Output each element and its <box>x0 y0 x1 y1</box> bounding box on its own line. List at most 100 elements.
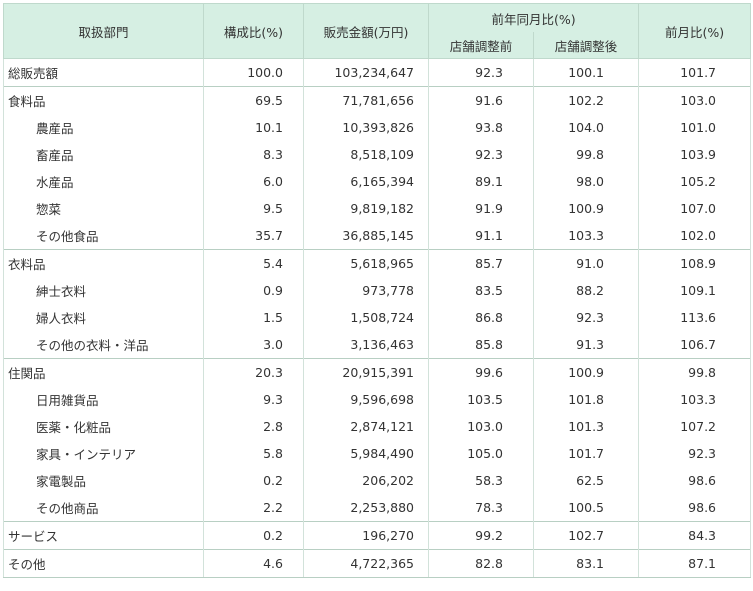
yoy-before-cell: 99.6 <box>428 358 534 386</box>
header-sales: 販売金額(万円) <box>303 3 429 59</box>
row-label: 医薬・化粧品 <box>3 413 204 440</box>
yoy-before-cell: 78.3 <box>428 494 534 522</box>
sales-cell: 71,781,656 <box>303 86 429 114</box>
row-label: 畜産品 <box>3 141 204 168</box>
table-row: 衣料品 5.4 5,618,965 85.7 91.0 108.9 <box>3 249 752 277</box>
yoy-after-cell: 99.8 <box>532 141 640 168</box>
mom-cell: 98.6 <box>638 467 752 494</box>
mom-cell: 107.0 <box>638 195 752 222</box>
share-cell: 2.8 <box>203 413 304 440</box>
sales-cell: 2,874,121 <box>303 413 429 440</box>
sales-cell: 206,202 <box>303 467 429 494</box>
table-row: サービス 0.2 196,270 99.2 102.7 84.3 <box>3 521 752 550</box>
yoy-before-cell: 103.0 <box>428 413 534 440</box>
sales-table: 取扱部門 構成比(%) 販売金額(万円) 前年同月比(%) 前月比(%) 店舗調… <box>3 3 752 578</box>
table-row: 総販売額 100.0 103,234,647 92.3 100.1 101.7 <box>3 58 752 87</box>
table-row: 家電製品 0.2 206,202 58.3 62.5 98.6 <box>3 467 752 494</box>
yoy-before-cell: 99.2 <box>428 521 534 550</box>
sales-cell: 5,618,965 <box>303 249 429 277</box>
share-cell: 2.2 <box>203 494 304 522</box>
share-cell: 20.3 <box>203 358 304 386</box>
mom-cell: 103.3 <box>638 386 752 413</box>
table-row: 紳士衣料 0.9 973,778 83.5 88.2 109.1 <box>3 277 752 304</box>
row-label: その他の衣料・洋品 <box>3 331 204 359</box>
yoy-before-cell: 83.5 <box>428 277 534 304</box>
yoy-before-cell: 86.8 <box>428 304 534 331</box>
yoy-before-cell: 91.1 <box>428 222 534 250</box>
table-row: 食料品 69.5 71,781,656 91.6 102.2 103.0 <box>3 86 752 114</box>
share-cell: 35.7 <box>203 222 304 250</box>
yoy-after-cell: 83.1 <box>532 549 640 578</box>
sales-cell: 103,234,647 <box>303 58 429 87</box>
share-cell: 3.0 <box>203 331 304 359</box>
mom-cell: 105.2 <box>638 168 752 195</box>
mom-cell: 101.7 <box>638 58 752 87</box>
yoy-after-cell: 91.3 <box>532 331 640 359</box>
table-row: その他の衣料・洋品 3.0 3,136,463 85.8 91.3 106.7 <box>3 331 752 359</box>
share-cell: 5.8 <box>203 440 304 467</box>
header-dept: 取扱部門 <box>3 3 204 59</box>
yoy-after-cell: 102.2 <box>532 86 640 114</box>
share-cell: 10.1 <box>203 114 304 141</box>
table-row: 水産品 6.0 6,165,394 89.1 98.0 105.2 <box>3 168 752 195</box>
sales-cell: 4,722,365 <box>303 549 429 578</box>
yoy-before-cell: 89.1 <box>428 168 534 195</box>
mom-cell: 108.9 <box>638 249 752 277</box>
table-row: その他商品 2.2 2,253,880 78.3 100.5 98.6 <box>3 494 752 522</box>
yoy-after-cell: 103.3 <box>532 222 640 250</box>
row-label: その他商品 <box>3 494 204 522</box>
sales-cell: 5,984,490 <box>303 440 429 467</box>
yoy-before-cell: 82.8 <box>428 549 534 578</box>
sales-cell: 6,165,394 <box>303 168 429 195</box>
table-row: 医薬・化粧品 2.8 2,874,121 103.0 101.3 107.2 <box>3 413 752 440</box>
share-cell: 100.0 <box>203 58 304 87</box>
yoy-after-cell: 104.0 <box>532 114 640 141</box>
sales-cell: 10,393,826 <box>303 114 429 141</box>
row-label: 水産品 <box>3 168 204 195</box>
mom-cell: 101.0 <box>638 114 752 141</box>
yoy-after-cell: 102.7 <box>532 521 640 550</box>
yoy-after-cell: 101.3 <box>532 413 640 440</box>
mom-cell: 84.3 <box>638 521 752 550</box>
share-cell: 0.2 <box>203 521 304 550</box>
header-mom: 前月比(%) <box>638 3 752 59</box>
yoy-before-cell: 91.6 <box>428 86 534 114</box>
sales-cell: 9,819,182 <box>303 195 429 222</box>
header-yoy-before: 店舗調整前 <box>428 32 534 59</box>
share-cell: 1.5 <box>203 304 304 331</box>
yoy-before-cell: 103.5 <box>428 386 534 413</box>
table-row: 農産品 10.1 10,393,826 93.8 104.0 101.0 <box>3 114 752 141</box>
row-label: 農産品 <box>3 114 204 141</box>
mom-cell: 92.3 <box>638 440 752 467</box>
mom-cell: 113.6 <box>638 304 752 331</box>
mom-cell: 103.9 <box>638 141 752 168</box>
table-row: 住関品 20.3 20,915,391 99.6 100.9 99.8 <box>3 358 752 386</box>
row-label: 婦人衣料 <box>3 304 204 331</box>
table-row: 畜産品 8.3 8,518,109 92.3 99.8 103.9 <box>3 141 752 168</box>
mom-cell: 98.6 <box>638 494 752 522</box>
sales-cell: 8,518,109 <box>303 141 429 168</box>
yoy-after-cell: 100.5 <box>532 494 640 522</box>
share-cell: 69.5 <box>203 86 304 114</box>
header-yoy: 前年同月比(%) <box>427 3 640 32</box>
table-row: 婦人衣料 1.5 1,508,724 86.8 92.3 113.6 <box>3 304 752 331</box>
yoy-before-cell: 92.3 <box>428 58 534 87</box>
mom-cell: 103.0 <box>638 86 752 114</box>
sales-cell: 973,778 <box>303 277 429 304</box>
table-row: 日用雑貨品 9.3 9,596,698 103.5 101.8 103.3 <box>3 386 752 413</box>
share-cell: 9.3 <box>203 386 304 413</box>
yoy-after-cell: 100.9 <box>532 358 640 386</box>
row-label: 家電製品 <box>3 467 204 494</box>
mom-cell: 99.8 <box>638 358 752 386</box>
share-cell: 6.0 <box>203 168 304 195</box>
row-label: サービス <box>3 521 204 550</box>
yoy-before-cell: 85.7 <box>428 249 534 277</box>
yoy-before-cell: 92.3 <box>428 141 534 168</box>
yoy-after-cell: 91.0 <box>532 249 640 277</box>
sales-cell: 20,915,391 <box>303 358 429 386</box>
table-row: その他食品 35.7 36,885,145 91.1 103.3 102.0 <box>3 222 752 250</box>
table-row: その他 4.6 4,722,365 82.8 83.1 87.1 <box>3 549 752 578</box>
yoy-before-cell: 58.3 <box>428 467 534 494</box>
yoy-after-cell: 100.1 <box>532 58 640 87</box>
row-label: 家具・インテリア <box>3 440 204 467</box>
